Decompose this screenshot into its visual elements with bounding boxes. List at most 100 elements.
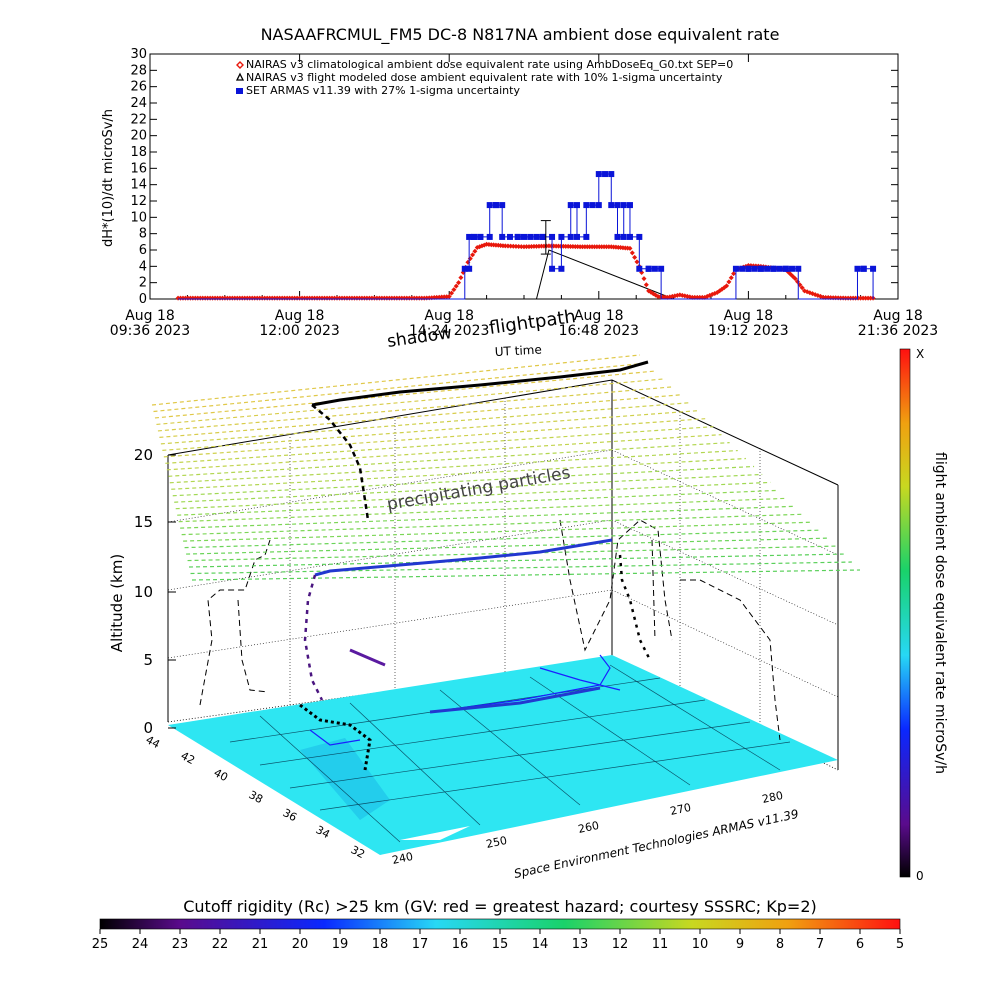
particle-surface-line [177, 489, 779, 516]
3d-z-axis-label: Altitude (km) [108, 554, 126, 652]
armas-point [549, 233, 556, 240]
particle-surface-line [175, 481, 771, 510]
climatological-point [472, 248, 478, 254]
x-tick-label-time: 19:12 2023 [708, 323, 788, 339]
climatological-point [627, 245, 633, 251]
particle-surface-line [153, 362, 649, 413]
particle-surface-line [169, 449, 738, 484]
armas-point [776, 265, 783, 272]
particle-surface-line [172, 465, 755, 497]
climatological-point [470, 252, 476, 258]
particle-surface-line [186, 537, 828, 555]
armas-point [589, 202, 596, 209]
x-tick-label-time: 12:00 2023 [259, 323, 339, 339]
x-tick-label-time: 21:36 2023 [858, 323, 938, 339]
armas-point [466, 233, 473, 240]
legend-square-icon [236, 88, 243, 94]
armas-point [466, 265, 473, 272]
armas-point [521, 233, 527, 240]
armas-point [583, 233, 590, 240]
particle-surface-line [190, 561, 852, 575]
armas-point [477, 233, 484, 240]
climatological-point [465, 259, 471, 265]
climatological-point [467, 256, 473, 262]
climatological-point [449, 290, 455, 296]
climatological-point [634, 259, 640, 265]
lat-tick-label: 44 [144, 733, 162, 751]
armas-point [795, 265, 802, 272]
armas-point [567, 233, 574, 240]
side-colorbar-top-label: X [916, 347, 924, 361]
lat-tick-label: 38 [247, 788, 265, 806]
armas-point [614, 233, 621, 240]
armas-point [608, 202, 615, 209]
climatological-point [728, 275, 734, 281]
climatological-point [505, 243, 511, 249]
particle-surface-line [181, 513, 803, 536]
top-chart-legend: NAIRAS v3 climatological ambient dose eq… [235, 58, 733, 97]
series-flight-modeled [178, 249, 874, 300]
error-bar [540, 220, 551, 255]
armas-point [506, 233, 513, 240]
legend-entry-armas: SET ARMAS v11.39 with 27% 1-sigma uncert… [236, 84, 520, 97]
legend-text-climatological: NAIRAS v3 climatological ambient dose eq… [246, 58, 733, 71]
armas-point [514, 233, 521, 240]
y-tick-label: 20 [130, 129, 147, 144]
climatological-point [726, 279, 732, 285]
lat-tick-label: 32 [349, 843, 367, 861]
armas-point [658, 265, 665, 272]
armas-point [626, 233, 633, 240]
colorbar-tick-label: 22 [212, 937, 229, 952]
bottom-colorbar-title: Cutoff rigidity (Rc) >25 km (GV: red = g… [183, 897, 817, 916]
particle-surface-line [189, 553, 844, 568]
side-colorbar-title: flight ambient dose equivalent rate micr… [932, 452, 948, 774]
colorbar-tick-label: 25 [92, 937, 109, 952]
armas-point [739, 265, 746, 272]
x-tick-label-date: Aug 18 [574, 308, 624, 324]
armas-point [789, 265, 796, 272]
armas-point [620, 233, 627, 240]
particle-surface-line [160, 402, 689, 445]
armas-point [499, 202, 506, 209]
armas-point [558, 265, 565, 272]
3d-z-axis: 0 5 10 15 20 [134, 446, 176, 737]
y-tick-label: 14 [130, 178, 147, 193]
colorbar-tick-label: 11 [652, 937, 669, 952]
y-tick-label: 8 [139, 227, 147, 242]
z-tick-label: 15 [134, 513, 153, 531]
armas-point [492, 202, 499, 209]
particle-surface-line [157, 386, 673, 432]
bottom-colorbar-gradient [99, 918, 901, 930]
armas-point [471, 233, 478, 240]
colorbar-tick-label: 19 [332, 937, 349, 952]
armas-point [626, 202, 633, 209]
colorbar-tick-label: 17 [412, 937, 429, 952]
y-tick-label: 24 [130, 96, 147, 111]
climatological-point [643, 282, 649, 288]
particle-surface-line [178, 497, 787, 523]
colorbar-tick-label: 18 [372, 937, 389, 952]
y-tick-label: 10 [130, 210, 147, 225]
climatological-point [453, 283, 459, 289]
annotation-shadow: shadow [386, 323, 453, 352]
lon-tick-label: 270 [669, 801, 692, 818]
climatological-point [792, 276, 798, 282]
armas-point [595, 202, 602, 209]
particle-surface-line [166, 434, 722, 471]
armas-point [567, 202, 574, 209]
armas-point [573, 233, 580, 240]
armas-point [595, 171, 602, 178]
x-tick-label-time: 09:36 2023 [110, 323, 190, 339]
colorbar-tick-label: 5 [896, 937, 904, 952]
side-colorbar: X 0 flight ambient dose equivalent rate … [899, 347, 948, 883]
y-tick-label: 2 [139, 276, 147, 291]
colorbar-tick-label: 6 [856, 937, 864, 952]
flightpath-3d [299, 360, 652, 771]
particle-surface-line [187, 545, 836, 562]
climatological-point [446, 294, 452, 300]
armas-point [651, 265, 658, 272]
armas-point [608, 171, 615, 178]
